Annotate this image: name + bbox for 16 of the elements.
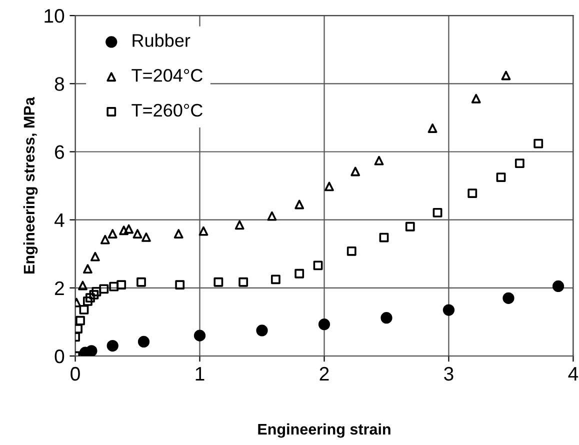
y-tick-label: 6	[55, 145, 64, 159]
x-tick-label: 0	[70, 366, 80, 381]
legend-label: Rubber	[132, 34, 190, 47]
y-axis-title: Engineering stress, MPa	[23, 96, 38, 274]
y-tick-label: 2	[55, 281, 64, 295]
x-tick-label: 3	[444, 366, 454, 381]
x-tick-label: 2	[320, 366, 329, 381]
y-tick-label: 10	[44, 9, 64, 23]
y-tick-label: 4	[54, 214, 64, 227]
x-tick-label: 4	[568, 367, 578, 381]
legend-label: T=204°C	[132, 68, 203, 82]
y-tick-label: 0	[54, 349, 64, 364]
x-axis-title: Engineering strain	[258, 423, 390, 438]
x-tick-label: 1	[196, 367, 204, 381]
y-tick-label: 8	[54, 77, 64, 91]
legend-label: T=260°C	[132, 104, 203, 117]
